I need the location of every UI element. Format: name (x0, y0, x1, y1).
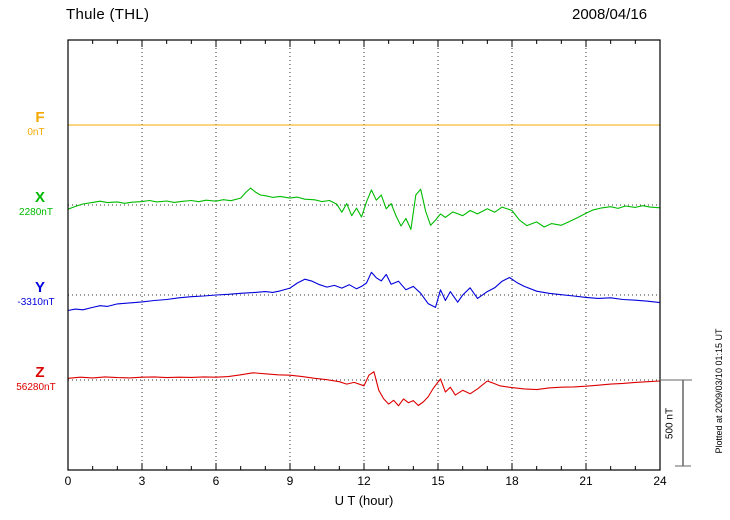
x-tick-label: 15 (431, 474, 445, 488)
series-baseline-Y: -3310nT (17, 297, 55, 308)
series-label-X: X (34, 189, 45, 206)
plot-timestamp-note: Plotted at 2009/03/10 01:15 UT (714, 328, 724, 454)
series-label-Z: Z (35, 364, 45, 381)
x-tick-label: 18 (505, 474, 519, 488)
station-title: Thule (THL) (66, 6, 150, 23)
trace-Y (67, 271, 661, 312)
x-tick-label: 24 (653, 474, 667, 488)
trace-Z (67, 371, 661, 407)
scale-bar-label: 500 nT (664, 407, 676, 440)
x-tick-label: 6 (212, 474, 220, 488)
x-tick-labels: 0 3 6 9 12 15 18 21 24 (0, 474, 730, 490)
plot-date: 2008/04/16 (572, 6, 648, 23)
x-tick-label: 12 (357, 474, 371, 488)
series-baseline-X: 2280nT (19, 207, 53, 218)
x-tick-label: 3 (138, 474, 146, 488)
series-label-Y: Y (34, 279, 45, 296)
x-tick-label: 0 (64, 474, 72, 488)
x-tick-label: 21 (579, 474, 593, 488)
series-baseline-F: 0nT (27, 127, 45, 138)
series-baseline-Z: 56280nT (16, 382, 56, 393)
series-label-F: F (35, 109, 45, 126)
trace-X (67, 187, 661, 230)
x-axis-label: U T (hour) (334, 493, 394, 508)
x-tick-label: 9 (286, 474, 294, 488)
plot-frame (67, 39, 661, 471)
